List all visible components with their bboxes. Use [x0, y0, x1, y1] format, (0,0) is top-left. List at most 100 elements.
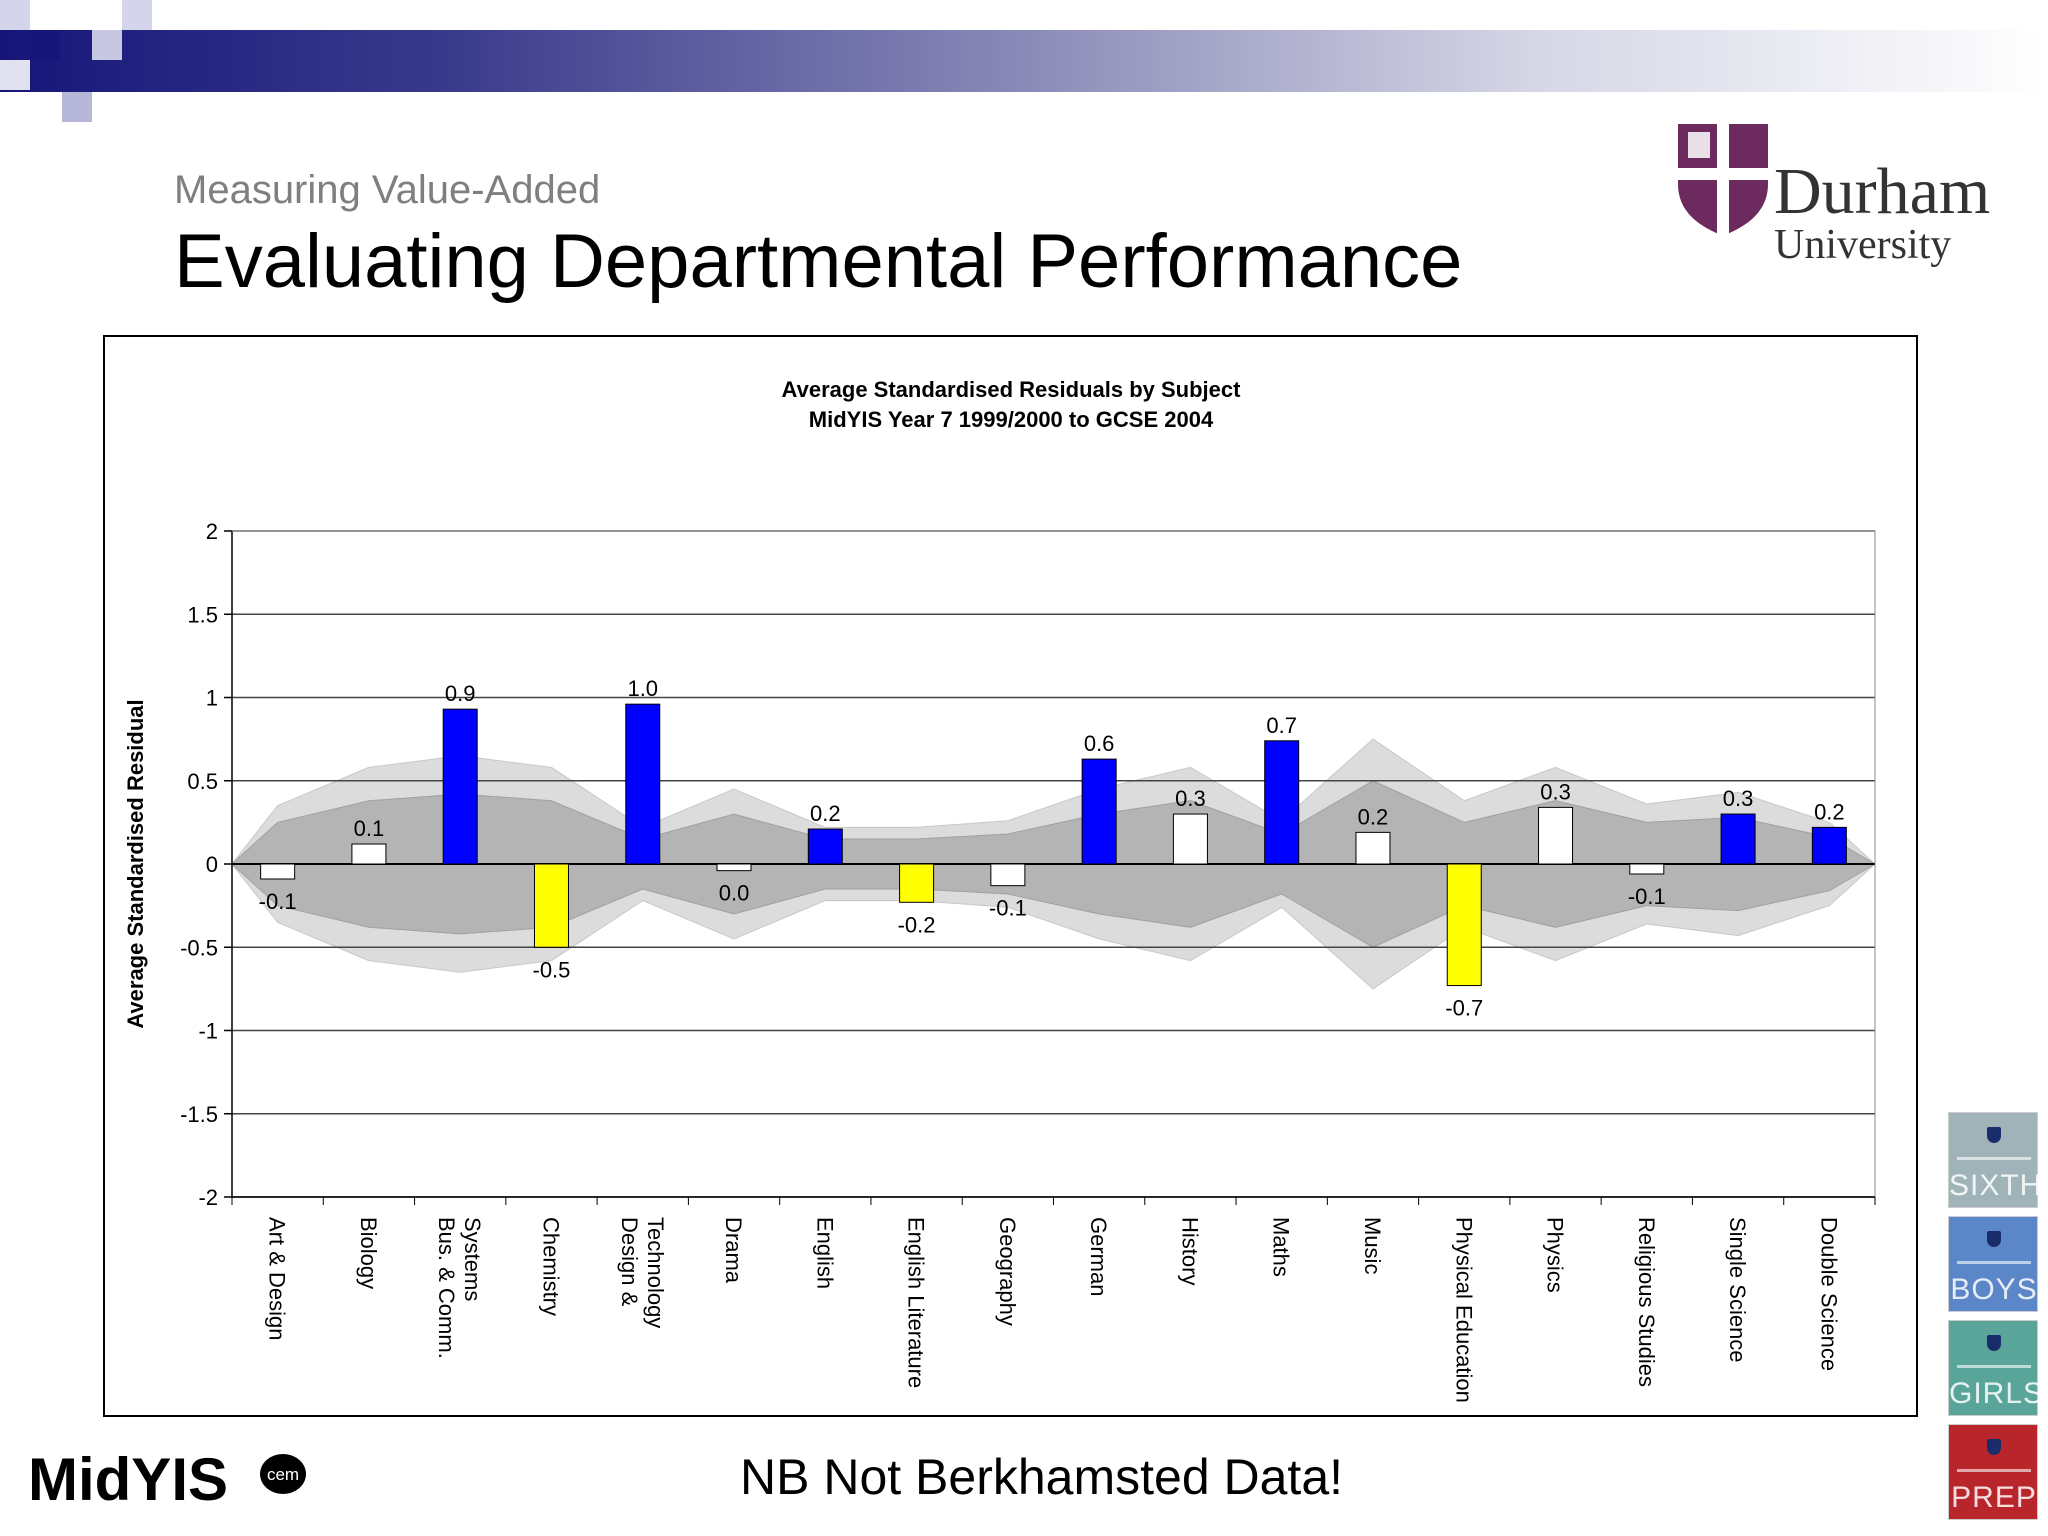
bar — [1720, 813, 1756, 865]
x-tick-label: Bus. & Comm. — [434, 1217, 459, 1359]
bar — [442, 708, 478, 865]
x-tick-label: Religious Studies — [1634, 1217, 1659, 1387]
badge-band — [1957, 1469, 2031, 1472]
x-tick-label: Maths — [1269, 1217, 1294, 1277]
x-tick-label-group: Biology — [356, 1217, 381, 1289]
x-tick-label-group: English — [812, 1217, 837, 1289]
bar — [990, 863, 1026, 887]
badge-band — [1957, 1261, 2031, 1264]
school-crest-icon — [1987, 1231, 2001, 1247]
chart-frame: -0.1 0.1 0.9 -0.5 1.0 0.0 0.2 -0.2 -0.1 0.6 0.3 0.7… — [103, 335, 1918, 1417]
x-tick-label-group: Single Science — [1725, 1217, 1750, 1363]
x-tick-label: English Literature — [904, 1217, 929, 1388]
residuals-chart: -0.1 0.1 0.9 -0.5 1.0 0.0 0.2 -0.2 -0.1 0.6 0.3 0.7… — [123, 377, 1876, 1403]
decor-square — [62, 92, 92, 122]
x-tick-label-group: English Literature — [904, 1217, 929, 1388]
decor-square — [122, 0, 152, 30]
x-tick-label-group: Chemistry — [539, 1217, 564, 1316]
university-wordmark: University — [1774, 222, 1951, 268]
data-label: 0.3 — [1175, 786, 1206, 811]
x-tick-label-group: Art & Design — [265, 1217, 290, 1341]
data-label: 0.2 — [1814, 799, 1845, 824]
x-tick-label: Music — [1360, 1217, 1385, 1274]
data-label: -0.1 — [259, 889, 297, 914]
data-label: -0.1 — [989, 896, 1027, 921]
x-tick-label: Single Science — [1725, 1217, 1750, 1363]
chart-title: Average Standardised Residuals by Subjec… — [782, 377, 1242, 402]
x-tick-label: Systems — [460, 1217, 485, 1301]
badge-label: BOYS — [1950, 1273, 2038, 1306]
badge-sixth[interactable]: SIXTH — [1948, 1112, 2043, 1208]
badge-label: GIRLS — [1949, 1377, 2045, 1410]
data-label: 0.3 — [1540, 779, 1571, 804]
data-label: 0.9 — [445, 681, 476, 706]
data-label: 0.0 — [719, 881, 750, 906]
x-tick-label: Technology — [643, 1217, 668, 1328]
y-tick-label: -0.5 — [180, 935, 218, 960]
x-tick-label: Drama — [721, 1217, 746, 1284]
x-tick-label: Art & Design — [265, 1217, 290, 1341]
bar — [533, 863, 569, 948]
decor-square — [0, 0, 30, 30]
bar — [1629, 863, 1665, 875]
x-tick-label: Design & — [617, 1217, 642, 1307]
decor-square — [30, 30, 60, 60]
x-tick-label-group: German — [1086, 1217, 1111, 1296]
x-tick-label: German — [1086, 1217, 1111, 1296]
x-tick-label-group: Drama — [721, 1217, 746, 1284]
badge-label: SIXTH — [1949, 1169, 2043, 1202]
footnote: NB Not Berkhamsted Data! — [740, 1449, 1344, 1505]
x-tick-label-group: Music — [1360, 1217, 1385, 1274]
x-tick-label: Geography — [995, 1217, 1020, 1326]
bar — [1538, 806, 1574, 865]
cem-wordmark: cem — [267, 1465, 299, 1484]
school-crest-icon — [1987, 1127, 2001, 1143]
bar — [260, 863, 296, 880]
bar — [1264, 740, 1300, 865]
midyis-logo: MidYIS cem — [28, 1446, 306, 1513]
y-tick-label: 0.5 — [187, 769, 218, 794]
x-tick-label-group: Bus. & Comm. Systems — [434, 1217, 485, 1359]
data-label: -0.1 — [1628, 884, 1666, 909]
x-tick-label-group: Physical Education — [1451, 1217, 1476, 1403]
badge-girls[interactable]: GIRLS — [1948, 1320, 2045, 1416]
badge-boys[interactable]: BOYS — [1948, 1216, 2038, 1312]
y-tick-label: 0 — [206, 852, 218, 877]
x-tick-label: Physics — [1543, 1217, 1568, 1293]
bar — [1081, 758, 1117, 865]
x-tick-label-group: Design & Technology — [617, 1217, 668, 1328]
bar — [1355, 831, 1391, 865]
bar — [716, 863, 752, 872]
header-banner — [0, 30, 2048, 92]
x-tick-label: History — [1177, 1217, 1202, 1285]
school-crest-icon — [1987, 1335, 2001, 1351]
midyis-wordmark: MidYIS — [28, 1446, 228, 1513]
badge-band — [1957, 1365, 2031, 1368]
data-label: -0.2 — [898, 912, 936, 937]
durham-university-logo: Durham University — [1678, 124, 1990, 268]
data-label: -0.7 — [1445, 996, 1483, 1021]
y-tick-label: -1.5 — [180, 1102, 218, 1127]
durham-shield-icon — [1678, 124, 1768, 236]
y-tick-label: 1.5 — [187, 602, 218, 627]
data-label: -0.5 — [533, 957, 571, 982]
x-tick-label-group: Religious Studies — [1634, 1217, 1659, 1387]
cem-badge-icon: cem — [260, 1454, 306, 1494]
bar — [807, 828, 843, 865]
data-label: 0.3 — [1723, 786, 1754, 811]
x-tick-label: Biology — [356, 1217, 381, 1289]
bar — [351, 843, 387, 865]
x-tick-label-group: Physics — [1543, 1217, 1568, 1293]
data-label: 0.1 — [354, 816, 385, 841]
x-tick-label: Double Science — [1816, 1217, 1841, 1371]
slide-subtitle: Measuring Value-Added — [174, 168, 601, 212]
bar — [625, 703, 661, 865]
y-tick-label: 2 — [206, 519, 218, 544]
x-tick-label-group: Maths — [1269, 1217, 1294, 1277]
badge-prep[interactable]: PREP — [1948, 1424, 2038, 1520]
bar — [1811, 826, 1847, 865]
x-tick-label-group: History — [1177, 1217, 1202, 1285]
x-tick-label: Physical Education — [1451, 1217, 1476, 1403]
badge-label: PREP — [1951, 1481, 2037, 1514]
y-tick-label: -2 — [198, 1185, 218, 1210]
